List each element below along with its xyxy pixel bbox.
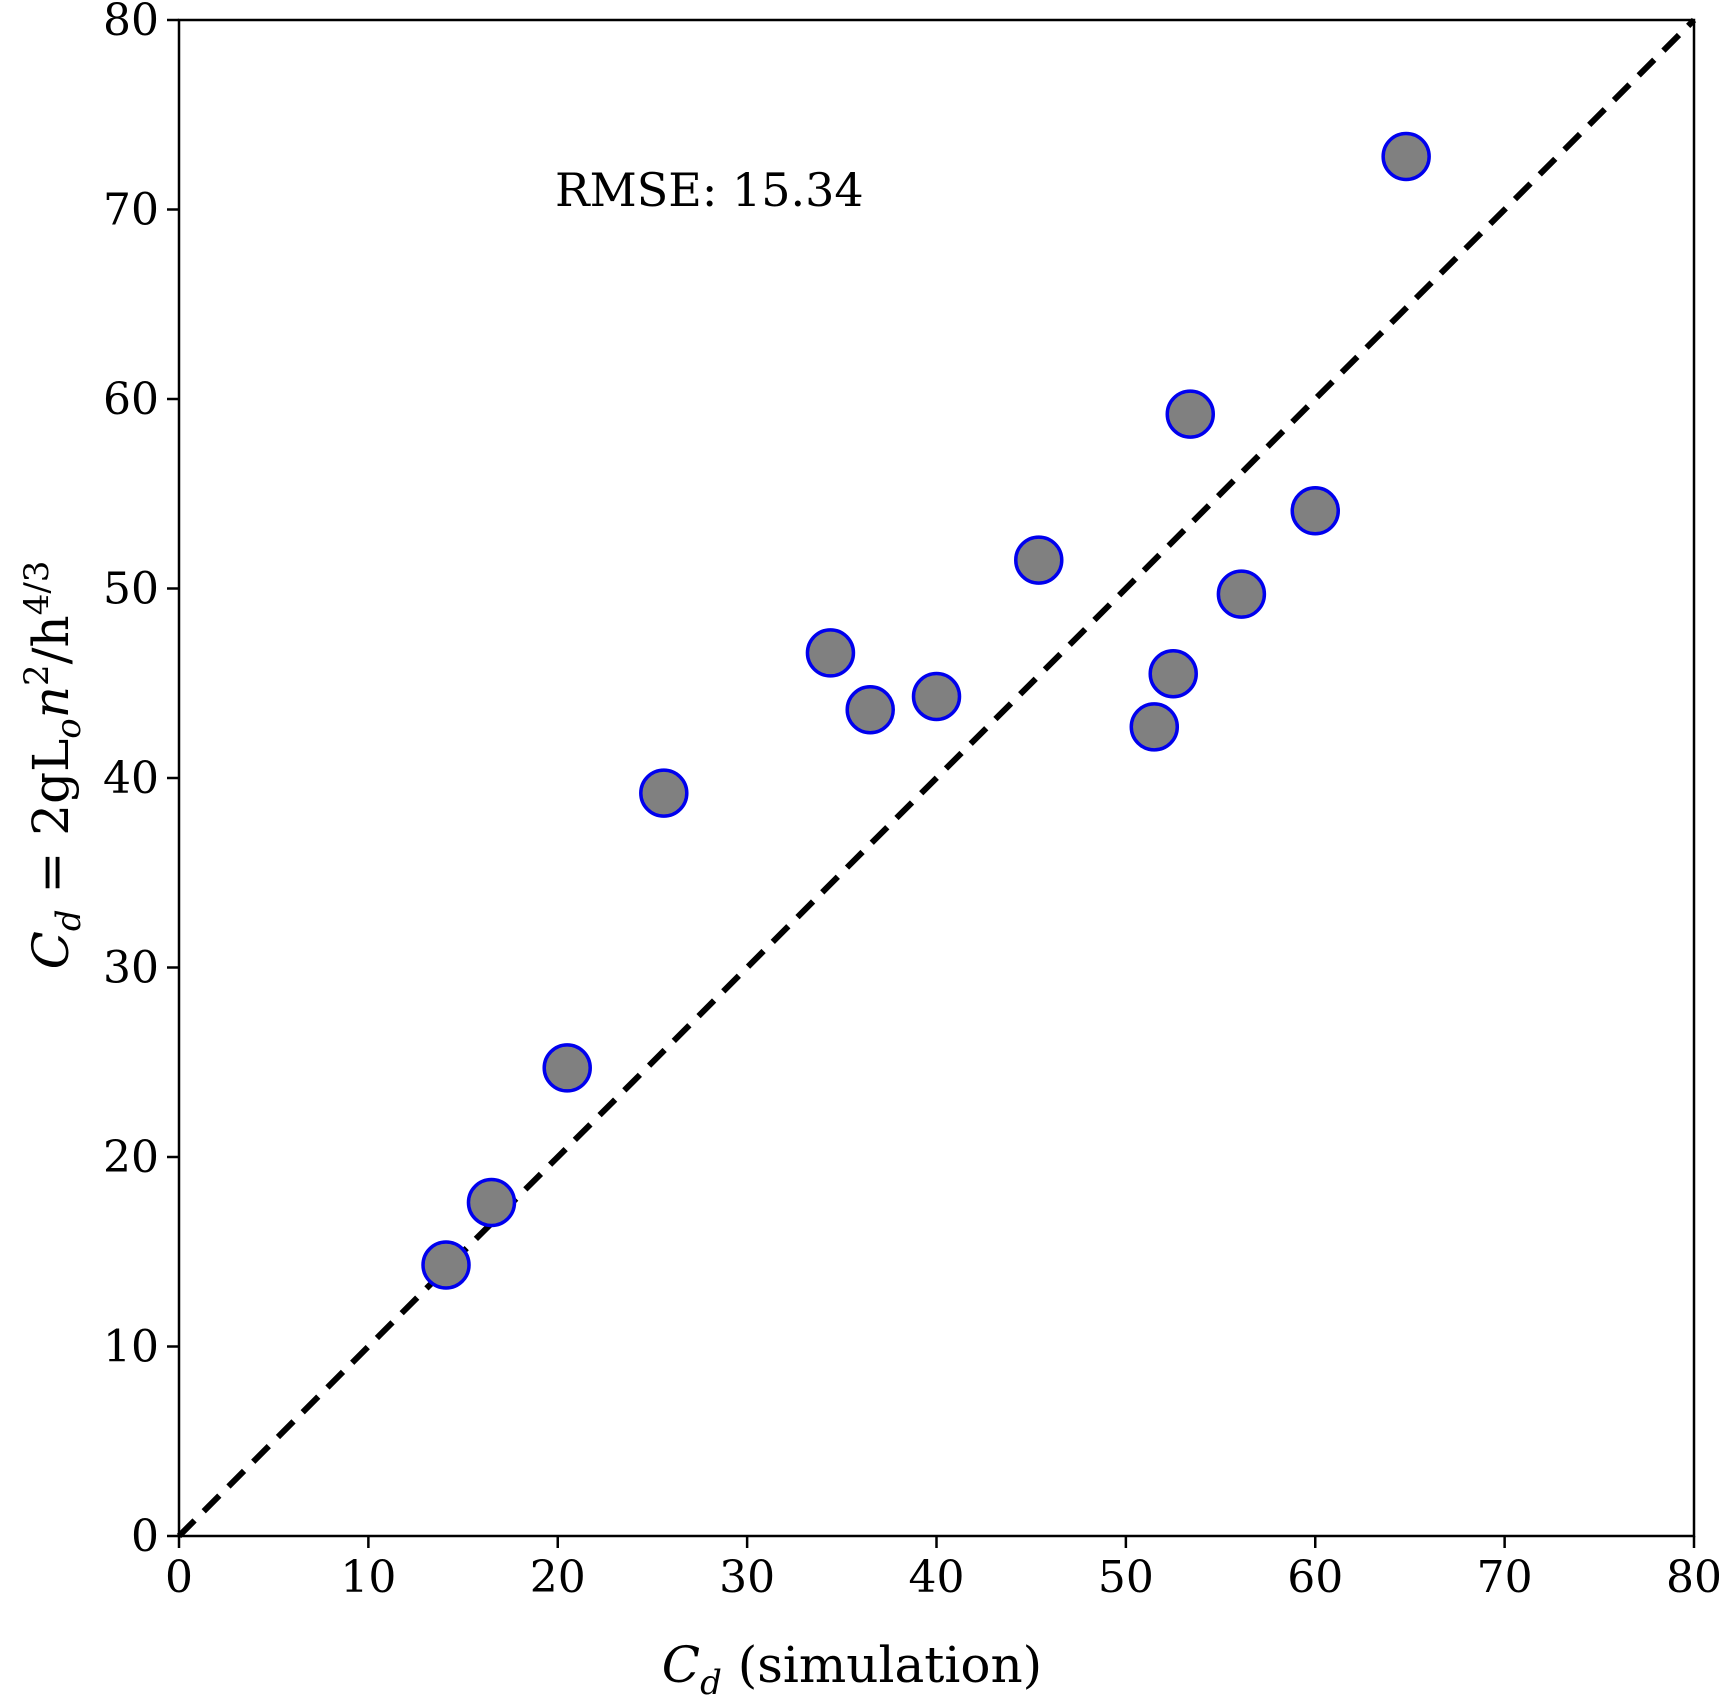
axis-ticks: 0 10 20 30 40 50 60 70 80 0 10 20 30 40 50 60 70 80 — [103, 0, 1719, 1603]
x-tick-label: 80 — [1666, 1552, 1719, 1603]
y-tick-label: 20 — [103, 1132, 159, 1183]
x-tick-label: 40 — [909, 1552, 965, 1603]
x-tick-label: 60 — [1287, 1552, 1343, 1603]
y-tick-label: 10 — [103, 1322, 159, 1373]
scatter-point — [466, 1177, 517, 1228]
identity-reference-line — [176, 17, 1697, 1539]
scatter-point — [1165, 389, 1216, 439]
scatter-point — [1148, 649, 1198, 699]
scatter-point — [1216, 569, 1267, 619]
x-tick-label: 70 — [1477, 1552, 1533, 1603]
x-tick-label: 50 — [1098, 1552, 1154, 1603]
scatter-point — [1381, 131, 1431, 182]
scatter-point — [542, 1043, 592, 1093]
plot-area — [176, 17, 1697, 1539]
scatter-point — [1129, 702, 1180, 752]
scatter-point — [805, 628, 856, 678]
y-tick-label: 0 — [131, 1511, 159, 1562]
scatter-point — [639, 768, 689, 818]
y-tick-label: 30 — [103, 943, 159, 994]
y-tick-label: 70 — [103, 185, 159, 236]
y-axis-title: Cd = 2gLon2/h4/3 — [17, 561, 89, 970]
scatter-point — [421, 1240, 471, 1290]
x-tick-label: 20 — [530, 1552, 586, 1603]
scatter-point — [1014, 535, 1064, 585]
scatter-point — [845, 685, 895, 735]
y-tick-label: 50 — [103, 564, 159, 615]
x-tick-label: 0 — [165, 1552, 193, 1603]
y-tick-label: 60 — [103, 374, 159, 425]
scatter-point — [1290, 486, 1340, 536]
y-tick-label: 80 — [103, 0, 159, 46]
x-tick-label: 30 — [719, 1552, 775, 1603]
x-tick-label: 10 — [340, 1552, 396, 1603]
scatter-point — [911, 671, 962, 722]
y-tick-label: 40 — [103, 753, 159, 804]
x-axis-title: Cd (simulation) — [662, 1636, 1042, 1696]
rmse-annotation: RMSE: 15.34 — [555, 163, 864, 217]
